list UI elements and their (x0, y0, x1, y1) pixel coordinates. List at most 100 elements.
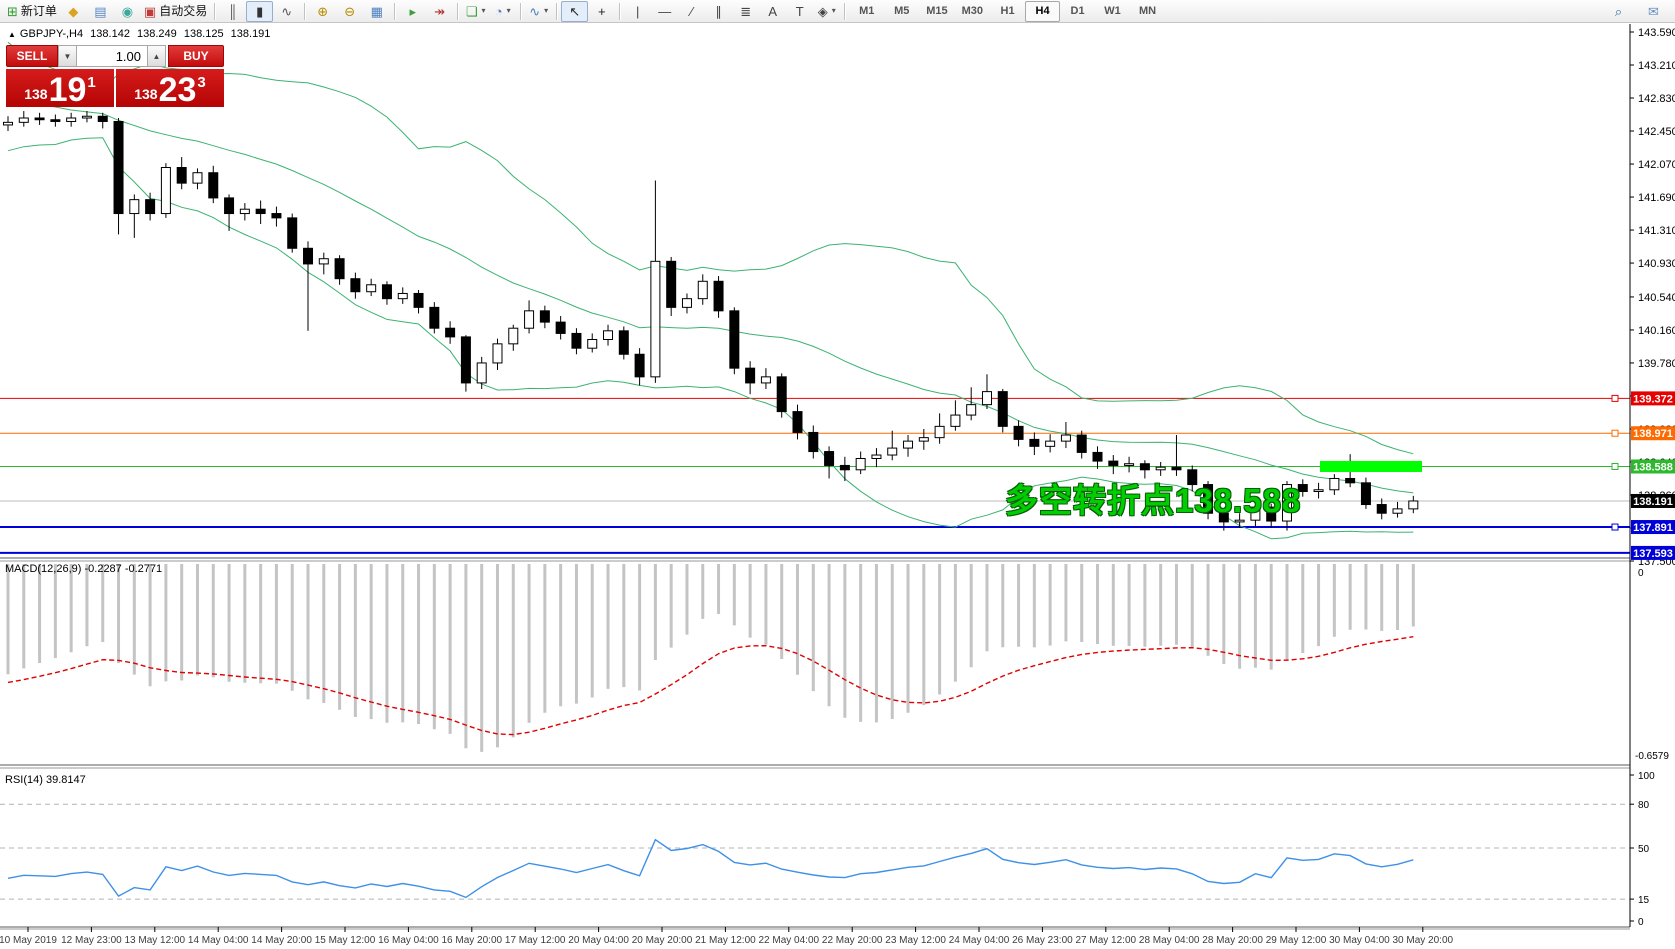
rsi-pane[interactable] (0, 803, 1630, 900)
main-price-pane[interactable] (0, 41, 1630, 554)
hline-handle[interactable] (1611, 462, 1619, 470)
toolbar-separator (304, 2, 306, 20)
buy-button[interactable]: BUY (168, 45, 224, 67)
timeframe-m30[interactable]: M30 (955, 1, 990, 22)
axis-price-label-bg (1631, 391, 1675, 406)
dropdown-arrow-icon[interactable]: ▾ (506, 6, 511, 15)
chart-canvas[interactable]: 143.590 143.210 142.830 142.450 142.070 141.6… (0, 24, 1675, 949)
timeframe-m1[interactable]: M1 (849, 1, 884, 22)
price-tick-label: 142.830 (1638, 93, 1675, 105)
search-icon: ⌕ (1614, 3, 1623, 19)
indicators-button[interactable]: ∿ ▾ (525, 1, 552, 22)
bear-candle (1139, 463, 1150, 471)
line-chart-button[interactable]: ∿ (273, 1, 300, 22)
new-chart-icon: ❏ (465, 3, 478, 19)
timeframe-mn-label: MN (1138, 4, 1157, 17)
fibonacci-button[interactable]: ≣ (732, 1, 759, 22)
chart-shift-icon: ▸ (409, 3, 416, 19)
bull-candle (903, 440, 914, 449)
bull-candle (524, 310, 535, 329)
bear-candle (1376, 504, 1387, 514)
bear-candle (350, 278, 361, 293)
time-axis[interactable]: 10 May 2019 12 May 23:00 13 May 12:00 14 Ma… (0, 927, 1454, 946)
channel-icon: ∥ (715, 3, 722, 19)
volume-decrease-button[interactable]: ▼ (58, 45, 77, 67)
hline-handle[interactable] (1611, 429, 1619, 437)
timeframe-mn[interactable]: MN (1130, 1, 1165, 22)
channel-button[interactable]: ∥ (705, 1, 732, 22)
timeframe-d1-label: D1 (1070, 4, 1085, 17)
timeframe-d1[interactable]: D1 (1060, 1, 1095, 22)
sell-button[interactable]: SELL (6, 45, 58, 67)
dropdown-arrow-icon[interactable]: ▾ (544, 6, 549, 15)
macd-pane[interactable] (6, 564, 1415, 752)
navigator-icon: ◉ (121, 3, 134, 19)
bear-candle (776, 376, 787, 413)
bull-candle (697, 280, 708, 300)
timeframe-m5[interactable]: M5 (884, 1, 919, 22)
hline-handle[interactable] (1611, 523, 1619, 531)
auto-scroll-icon: ↠ (434, 3, 446, 19)
toolbar-separator (457, 2, 459, 20)
bear-candle (50, 119, 61, 122)
one-click-collapse-icon[interactable]: ▲ (8, 30, 16, 39)
vline-icon: | (636, 3, 640, 19)
text-button[interactable]: A (759, 1, 786, 22)
data-window-button[interactable]: ▤ (87, 1, 114, 22)
highlight-zone-rect[interactable] (1320, 460, 1422, 472)
new-order-button[interactable]: ⊞ 新订单 (4, 1, 60, 22)
search-button[interactable]: ⌕ (1605, 1, 1632, 22)
candlestick-button[interactable]: ▮ (246, 0, 274, 22)
axis-price-label-bg (1631, 493, 1675, 508)
hline-button[interactable]: — (651, 1, 678, 22)
buy-quote-button[interactable]: 138 23 3 (116, 69, 224, 107)
sell-quote-button[interactable]: 138 19 1 (6, 69, 114, 107)
autotrading-button[interactable]: ▣ 自动交易 (141, 1, 210, 22)
zoom-out-button[interactable]: ⊖ (336, 1, 363, 22)
auto-scroll-button[interactable]: ↠ (426, 1, 453, 22)
navigator-button[interactable]: ◉ (114, 1, 141, 22)
shapes-button[interactable]: ◈ ▾ (813, 1, 840, 22)
crosshair-icon: + (597, 3, 606, 19)
volume-input[interactable] (77, 45, 147, 67)
bear-candle (729, 310, 740, 369)
new-chart-button[interactable]: ❏ ▾ (462, 1, 489, 22)
timeframe-m15[interactable]: M15 (919, 1, 954, 22)
volume-increase-button[interactable]: ▲ (147, 45, 166, 67)
bull-candle (871, 454, 882, 460)
new-order-button-label: 新订单 (20, 4, 57, 18)
crosshair-button[interactable]: + (588, 1, 615, 22)
bull-candle (887, 447, 898, 456)
bear-candle (460, 336, 471, 384)
tile-windows-button[interactable]: ▦ (363, 1, 390, 22)
bear-candle (1297, 484, 1308, 493)
price-tick-label: 143.210 (1638, 60, 1675, 72)
bear-candle (1076, 434, 1087, 453)
dropdown-arrow-icon[interactable]: ▾ (831, 6, 836, 15)
timeframe-h4[interactable]: H4 (1025, 0, 1061, 22)
trendline-button[interactable]: ∕ (678, 1, 705, 22)
price-tick-label: 139.780 (1638, 358, 1675, 370)
label-button[interactable]: T (786, 1, 813, 22)
timeframe-w1[interactable]: W1 (1095, 1, 1130, 22)
periods-button[interactable]: ◔ ▾ (489, 1, 516, 22)
tile-windows-icon: ▦ (370, 3, 383, 19)
bear-candle (839, 464, 850, 471)
cursor-button[interactable]: ↖ (561, 0, 589, 22)
zoom-in-button[interactable]: ⊕ (309, 1, 336, 22)
vline-button[interactable]: | (624, 1, 651, 22)
chat-button[interactable]: ✉ (1640, 1, 1667, 22)
chart-shift-button[interactable]: ▸ (399, 1, 426, 22)
timeframe-h1[interactable]: H1 (990, 1, 1025, 22)
pivot-annotation-text: 多空转折点138.588 (1005, 482, 1302, 519)
toolbar-separator (520, 2, 522, 20)
dropdown-arrow-icon[interactable]: ▾ (481, 6, 486, 15)
time-tick-label: 28 May 20:00 (1202, 935, 1263, 946)
price-axis[interactable]: 143.590 143.210 142.830 142.450 142.070 141.6… (1629, 24, 1675, 949)
hline-handle[interactable] (1611, 394, 1619, 402)
timeframe-m30-label: M30 (961, 4, 984, 17)
market-watch-button[interactable]: ◆ (60, 1, 87, 22)
bar-chart-button[interactable]: ║ (219, 1, 246, 22)
bear-candle (1360, 482, 1371, 506)
bull-candle (3, 121, 13, 126)
